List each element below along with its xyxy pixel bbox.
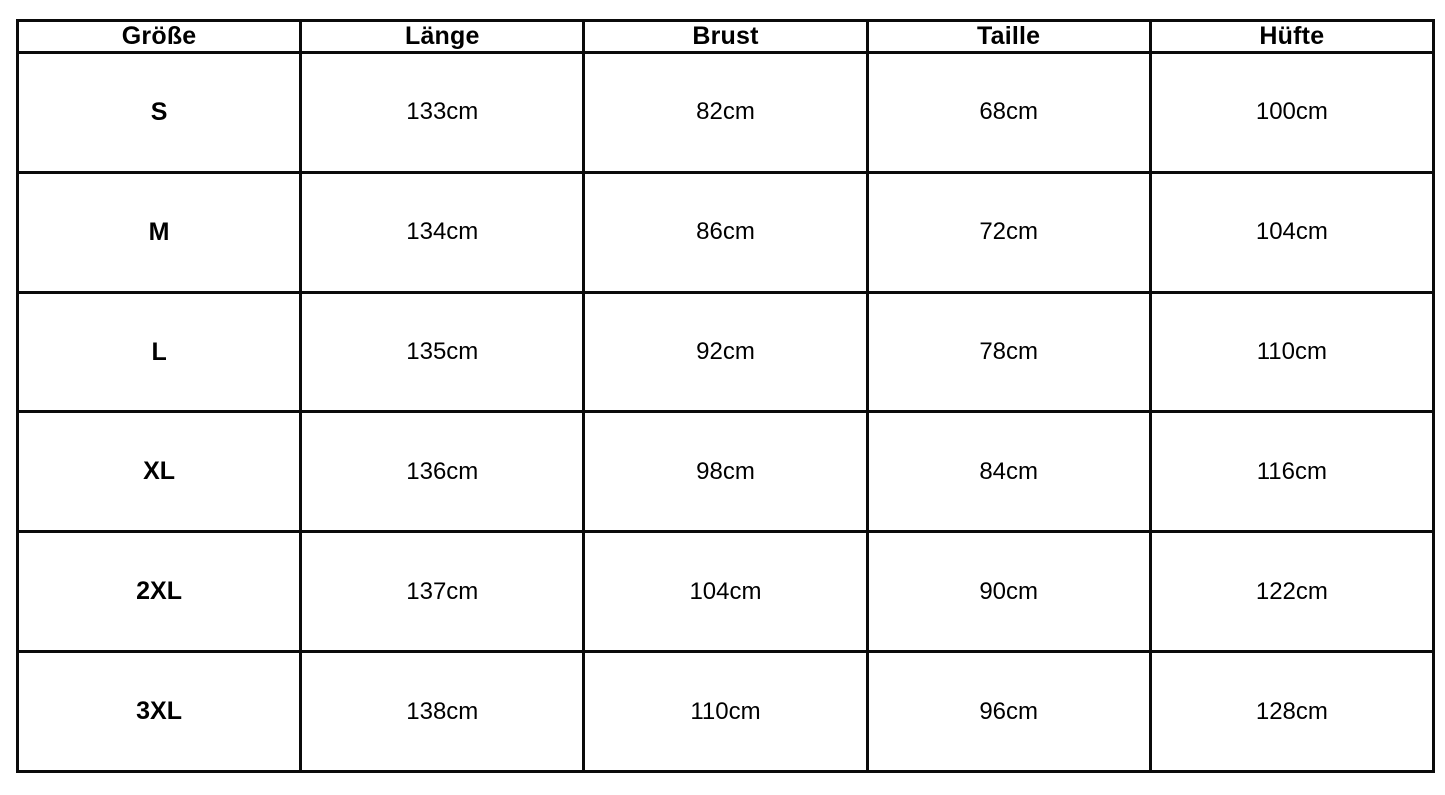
- column-header-chest: Brust: [582, 19, 869, 54]
- measurement-cell-hip: 100cm: [1148, 51, 1436, 174]
- column-header-waist: Taille: [865, 19, 1152, 54]
- measurement-cell-length: 136cm: [299, 410, 586, 534]
- measurement-cell-hip: 128cm: [1148, 650, 1436, 773]
- measurement-cell-length: 135cm: [299, 290, 586, 414]
- measurement-cell-chest: 92cm: [582, 290, 869, 414]
- column-header-hip: Hüfte: [1148, 19, 1436, 54]
- measurement-cell-waist: 78cm: [865, 290, 1152, 414]
- table-row-3xl: 3XL 138cm 110cm 96cm 128cm: [15, 650, 1436, 773]
- measurement-cell-hip: 122cm: [1148, 530, 1436, 654]
- measurement-cell-length: 134cm: [299, 170, 586, 294]
- column-header-length: Länge: [299, 19, 586, 54]
- measurement-cell-chest: 82cm: [582, 51, 869, 174]
- table-row-xl: XL 136cm 98cm 84cm 116cm: [15, 410, 1436, 534]
- size-label: 3XL: [15, 650, 303, 773]
- size-label: S: [15, 51, 303, 174]
- table-row-m: M 134cm 86cm 72cm 104cm: [15, 170, 1436, 294]
- table-row-s: S 133cm 82cm 68cm 100cm: [15, 51, 1436, 174]
- measurement-cell-waist: 90cm: [865, 530, 1152, 654]
- measurement-cell-chest: 98cm: [582, 410, 869, 534]
- table-row-2xl: 2XL 137cm 104cm 90cm 122cm: [15, 530, 1436, 654]
- size-label: 2XL: [15, 530, 303, 654]
- measurement-cell-hip: 104cm: [1148, 170, 1436, 294]
- measurement-cell-length: 137cm: [299, 530, 586, 654]
- column-header-size: Größe: [15, 19, 303, 54]
- table-row-l: L 135cm 92cm 78cm 110cm: [15, 290, 1436, 414]
- measurement-cell-waist: 96cm: [865, 650, 1152, 773]
- measurement-cell-waist: 68cm: [865, 51, 1152, 174]
- measurement-cell-hip: 116cm: [1148, 410, 1436, 534]
- measurement-cell-chest: 86cm: [582, 170, 869, 294]
- measurement-cell-hip: 110cm: [1148, 290, 1436, 414]
- measurement-cell-waist: 84cm: [865, 410, 1152, 534]
- size-label: XL: [15, 410, 303, 534]
- measurement-cell-chest: 110cm: [582, 650, 869, 773]
- measurement-cell-length: 138cm: [299, 650, 586, 773]
- measurement-cell-waist: 72cm: [865, 170, 1152, 294]
- measurement-cell-length: 133cm: [299, 51, 586, 174]
- size-chart-table: Größe Länge Brust Taille Hüfte S 133cm 8…: [15, 19, 1436, 773]
- measurement-cell-chest: 104cm: [582, 530, 869, 654]
- size-label: M: [15, 170, 303, 294]
- header-row: Größe Länge Brust Taille Hüfte: [15, 19, 1436, 54]
- size-label: L: [15, 290, 303, 414]
